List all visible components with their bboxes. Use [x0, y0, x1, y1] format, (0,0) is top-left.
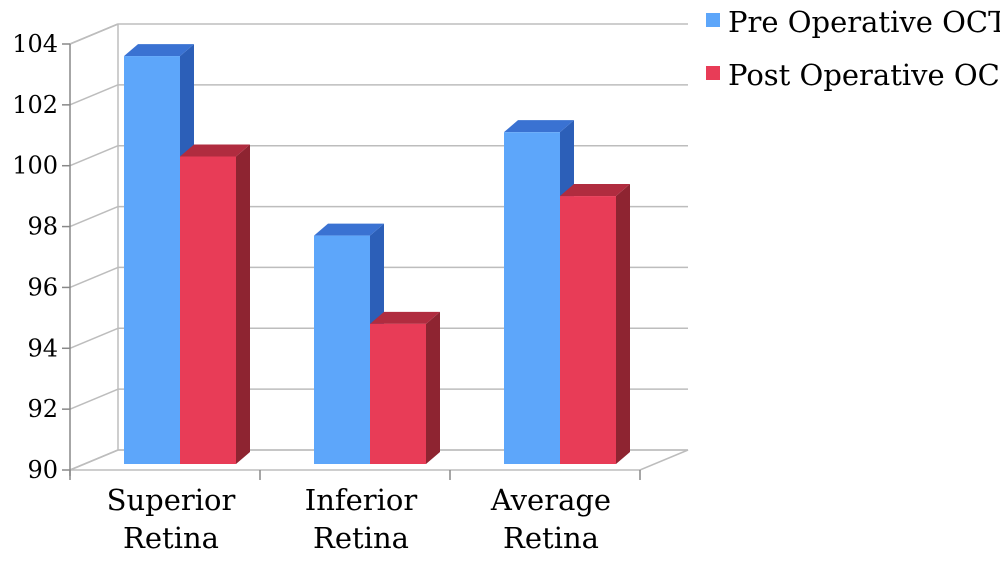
- bar-top: [314, 223, 384, 236]
- bar: [370, 323, 426, 464]
- bar: [560, 196, 616, 465]
- bar-series: [124, 44, 630, 465]
- bar-top: [504, 120, 574, 133]
- bar: [314, 235, 370, 464]
- y-tick-label: 92: [27, 395, 58, 423]
- bar-side: [426, 311, 440, 464]
- x-tick-label: Retina: [123, 521, 219, 555]
- bar-side: [616, 184, 630, 465]
- legend-swatch: [706, 13, 720, 27]
- bar-top: [370, 311, 440, 324]
- y-tick-label: 102: [12, 91, 58, 119]
- bar: [504, 132, 560, 464]
- chart-floor: [69, 449, 689, 480]
- gridline-diagonal: [69, 266, 119, 289]
- y-tick-label: 90: [27, 456, 58, 484]
- x-tick-label: Average: [490, 483, 611, 517]
- x-tick-label: Retina: [503, 521, 599, 555]
- gridline-diagonal: [69, 388, 119, 410]
- gridline-diagonal: [69, 205, 119, 228]
- gridline-diagonal: [69, 84, 119, 106]
- bar: [124, 56, 180, 464]
- y-tick-label: 104: [12, 30, 58, 58]
- legend: Pre Operative OCT Post Operative OCT: [706, 5, 1000, 92]
- y-tick-label: 96: [27, 273, 58, 301]
- x-tick-label: Inferior: [305, 483, 418, 517]
- bar-side: [236, 144, 250, 464]
- x-tick-label: Retina: [313, 521, 409, 555]
- x-tick-label: Superior: [107, 483, 236, 517]
- gridline-diagonal: [69, 23, 119, 45]
- gridline-diagonal: [69, 327, 119, 349]
- bar: [180, 156, 236, 464]
- legend-entry: Post Operative OCT: [728, 58, 1000, 92]
- bar-top: [180, 144, 250, 157]
- bar-top: [124, 44, 194, 57]
- y-tick-label: 98: [27, 213, 58, 241]
- y-axis: 90 92 94 96 98 100 102 104: [12, 30, 71, 484]
- y-tick-label: 100: [12, 152, 58, 180]
- y-tick-label: 94: [27, 334, 58, 362]
- x-axis-labels: Superior Retina Inferior Retina Average Retin…: [107, 483, 611, 555]
- legend-swatch: [706, 66, 720, 80]
- bar-top: [560, 184, 630, 197]
- gridline-diagonal: [69, 145, 119, 167]
- legend-entry: Pre Operative OCT: [728, 5, 1000, 39]
